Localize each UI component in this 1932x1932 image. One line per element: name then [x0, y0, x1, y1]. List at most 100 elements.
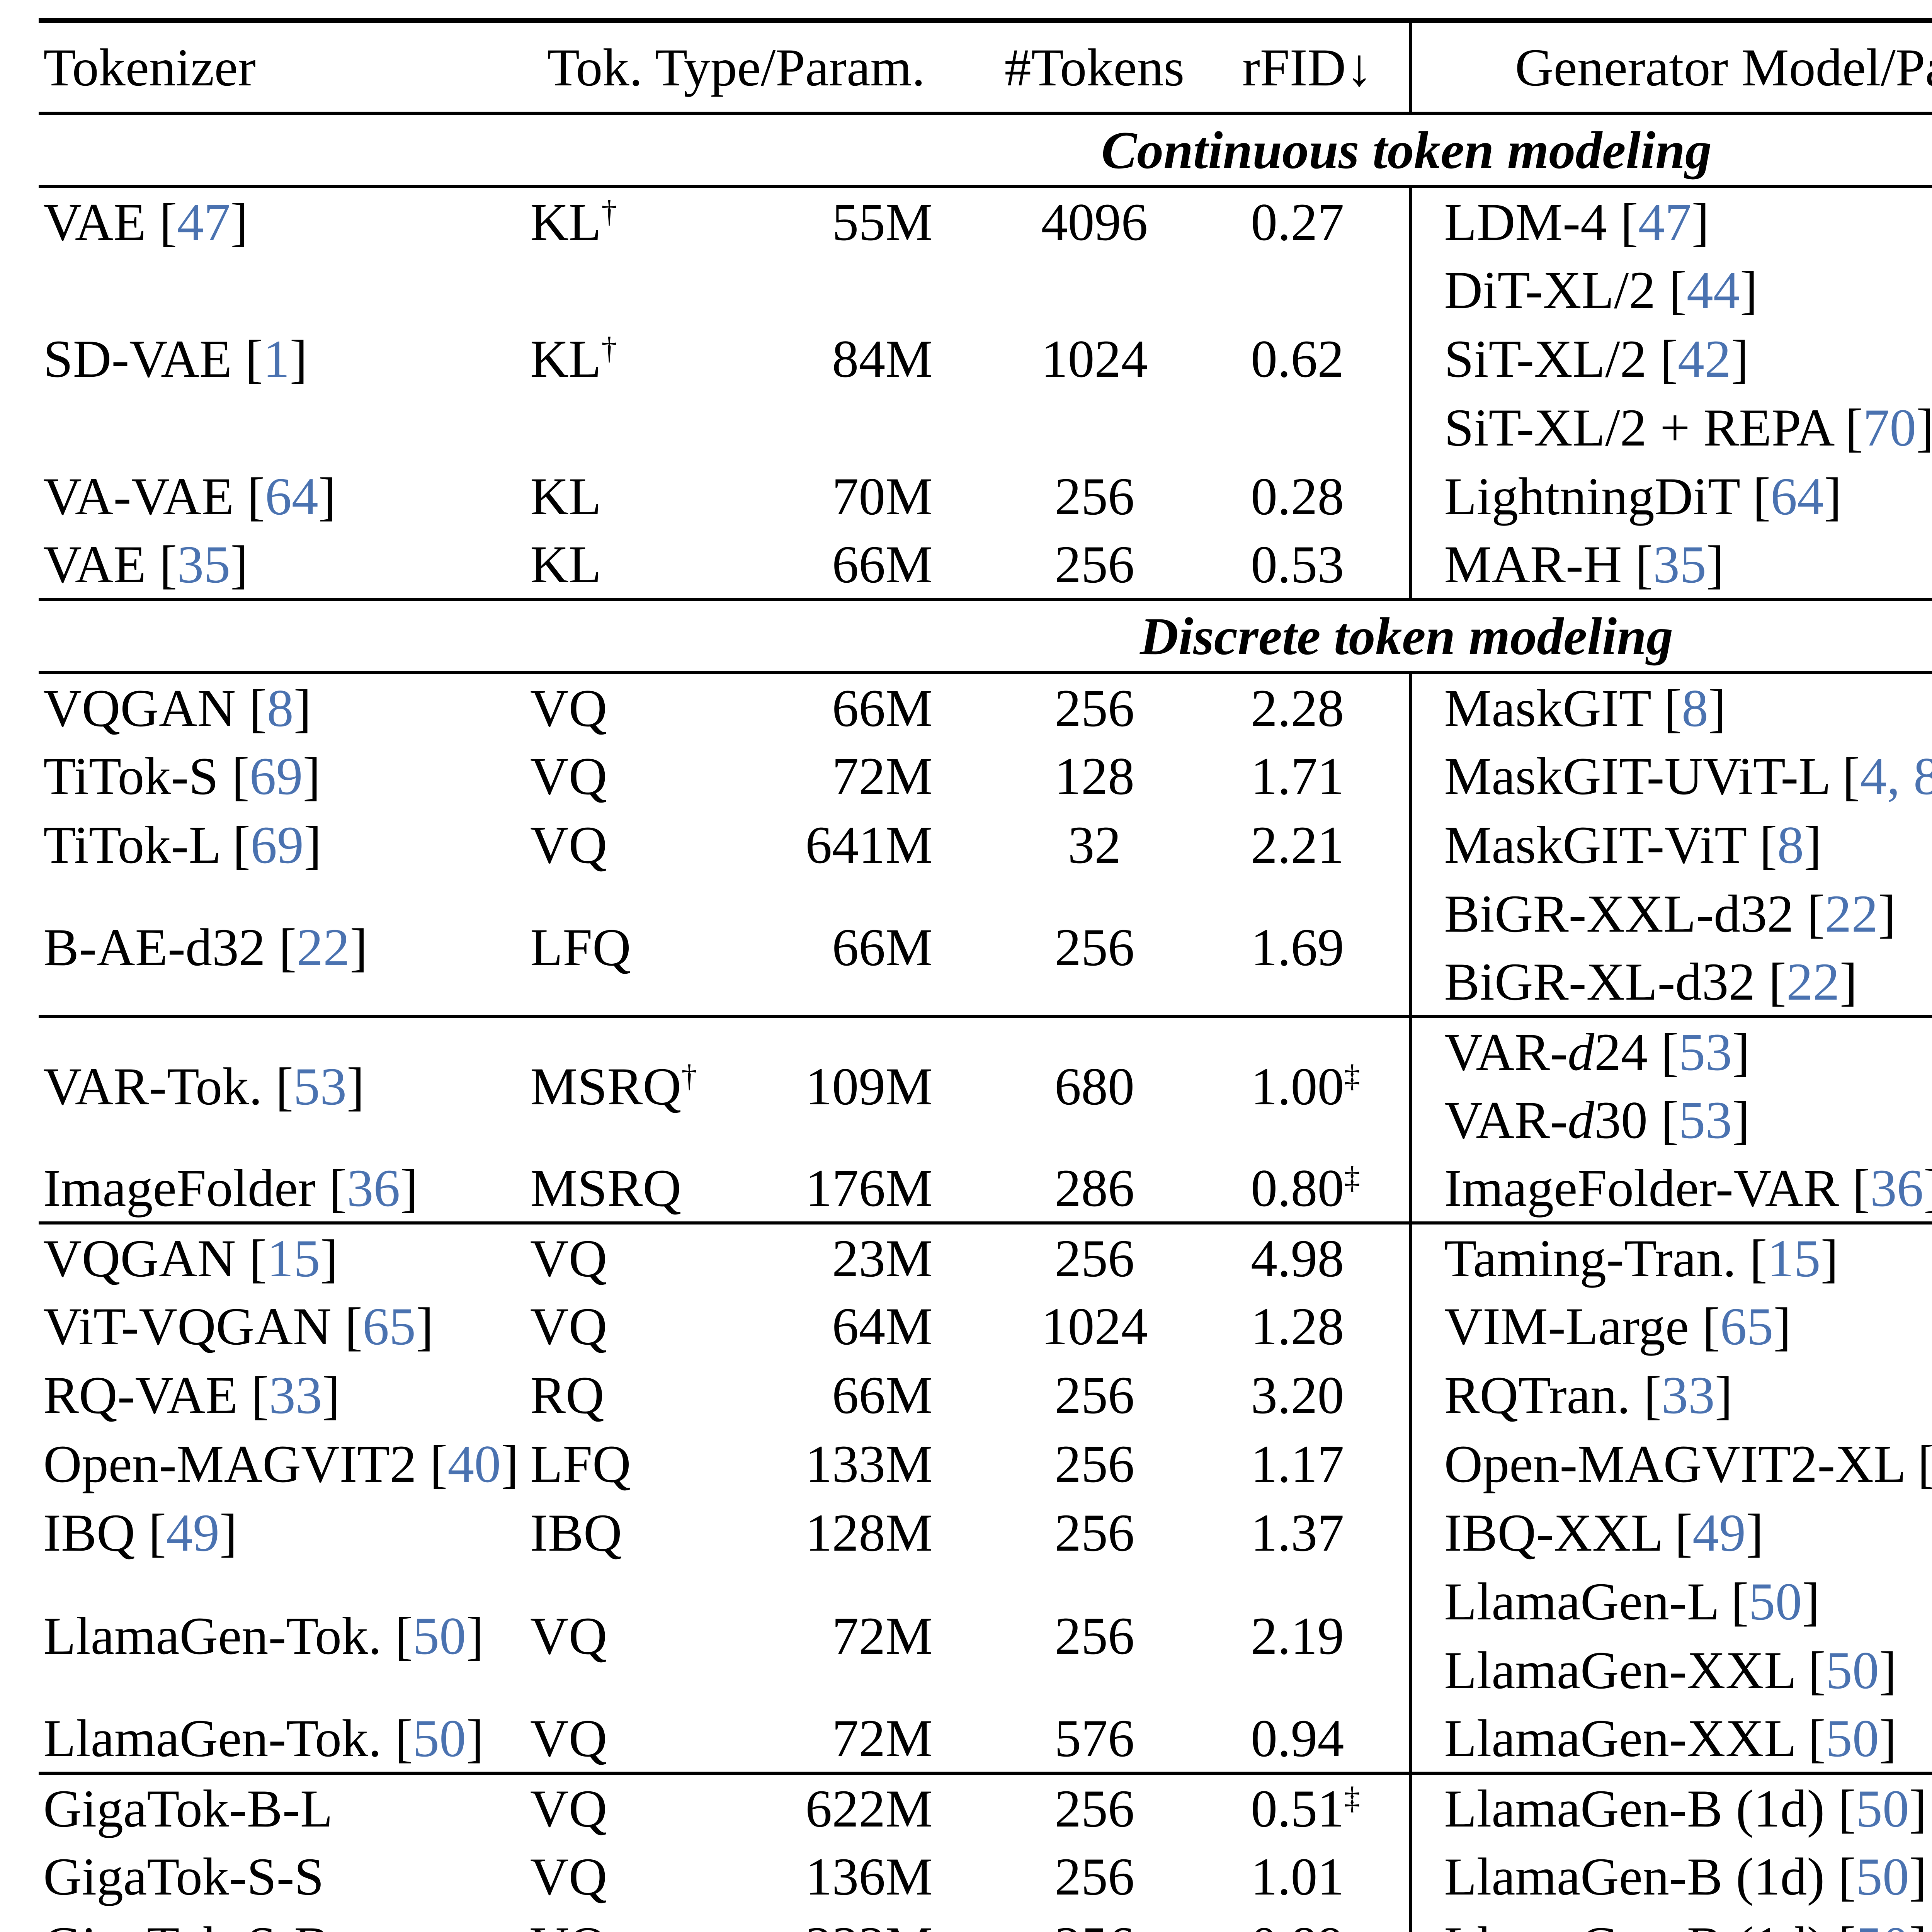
- generator-name: MAR-H [35]: [1409, 531, 1932, 599]
- tokenizer-num-tokens: 256: [1054, 1434, 1134, 1493]
- citation-link[interactable]: 50: [1748, 1571, 1802, 1631]
- tokenizer-params: 641M: [805, 815, 933, 874]
- citation-link[interactable]: 1: [263, 329, 290, 388]
- generator-name: LlamaGen-XXL [50]: [1409, 1704, 1932, 1773]
- citation-link[interactable]: 15: [267, 1228, 320, 1288]
- citation-link[interactable]: 70: [1863, 398, 1917, 457]
- col-header-rfid: rFID↓: [1242, 38, 1373, 97]
- generator-name: BiGR-XL-d32 [22]: [1409, 948, 1932, 1017]
- tokenizer-name: RQ-VAE [33]: [43, 1365, 340, 1425]
- citation-link[interactable]: 36: [1870, 1158, 1923, 1218]
- citation-link[interactable]: 42: [1677, 329, 1731, 388]
- tokenizer-type: KL: [530, 534, 601, 594]
- tokenizer-rfid: 1.37: [1251, 1503, 1344, 1562]
- citation-link[interactable]: 47: [1638, 192, 1692, 252]
- citation-link[interactable]: 8: [1682, 678, 1709, 738]
- citation-link[interactable]: 49: [166, 1503, 220, 1562]
- generator-name: LlamaGen-B (1d) [50]: [1409, 1911, 1932, 1932]
- tokenizer-rfid: 3.20: [1251, 1365, 1344, 1425]
- citation-link[interactable]: 50: [412, 1606, 466, 1665]
- tokenizer-params: 136M: [805, 1847, 933, 1906]
- generator-name: MaskGIT [8]: [1409, 673, 1932, 742]
- tokenizer-num-tokens: 128: [1054, 746, 1134, 806]
- tokenizer-name: ImageFolder [36]: [43, 1158, 418, 1218]
- citation-link[interactable]: 22: [296, 917, 350, 977]
- generator-name: MaskGIT-UViT-L [4, 8]: [1409, 742, 1932, 810]
- section-title: Discrete token modeling: [1140, 606, 1673, 666]
- col-header-tok-type-param: Tok. Type/Param.: [547, 38, 925, 97]
- tokenizer-rfid: 4.98: [1251, 1228, 1344, 1288]
- table-block: VAR-Tok. [53] MSRQ† 109M 680 1.00‡ VAR-d24 [5…: [39, 1017, 1932, 1223]
- tokenizer-rfid: 1.17: [1251, 1434, 1344, 1493]
- tokenizer-name: TiTok-L [69]: [43, 815, 322, 874]
- citation-link[interactable]: 33: [269, 1365, 322, 1425]
- table-row: ViT-VQGAN [65] VQ 64M 1024 1.28 VIM-Large [65…: [39, 1292, 1932, 1361]
- generator-name: LDM-4 [47]: [1409, 187, 1932, 255]
- tokenizer-rfid: 1.69: [1251, 917, 1344, 977]
- tokenizer-name: ViT-VQGAN [65]: [43, 1296, 434, 1356]
- citation-link[interactable]: 33: [1661, 1365, 1715, 1425]
- tokenizer-num-tokens: 256: [1054, 466, 1134, 526]
- citation-link[interactable]: 47: [177, 192, 231, 252]
- tokenizer-type: VQ: [530, 1228, 607, 1288]
- tokenizer-rfid: 0.53: [1251, 534, 1344, 594]
- citation-link[interactable]: 53: [293, 1056, 347, 1116]
- citation-link[interactable]: 8: [267, 678, 294, 738]
- table-row: GigaTok-S-BVQ232M2560.89LlamaGen-B (1d) …: [39, 1911, 1932, 1932]
- tokenizer-type: RQ: [530, 1365, 604, 1425]
- col-header-num-tokens: #Tokens: [1004, 38, 1185, 97]
- table-row: DiT-XL/2 [44]675MDiff.2.27-: [39, 255, 1932, 324]
- citation-link[interactable]: 50: [1856, 1916, 1909, 1932]
- tokenizer-params: 84M: [832, 329, 933, 388]
- tokenizer-type: MSRQ: [530, 1158, 682, 1218]
- tokenizer-rfid: 1.71: [1251, 746, 1344, 806]
- tokenizer-name: TiTok-S [69]: [43, 746, 321, 806]
- table-row: TiTok-S [69] VQ 72M 128 1.71 MaskGIT-UViT-L […: [39, 742, 1932, 810]
- citation-link[interactable]: 4, 8: [1860, 746, 1932, 806]
- tokenizer-rfid: 2.21: [1251, 815, 1344, 874]
- table-row: GigaTok-S-S VQ 136M 256 1.01 LlamaGen-B (1d) …: [39, 1842, 1932, 1911]
- tokenizer-name: Open-MAGVIT2 [40]: [43, 1434, 519, 1493]
- citation-link[interactable]: 49: [1692, 1503, 1746, 1562]
- citation-link[interactable]: 40: [447, 1434, 501, 1493]
- citation-link[interactable]: 53: [1679, 1022, 1732, 1082]
- generator-name: VAR-d24 [53]: [1409, 1017, 1932, 1085]
- citation-link[interactable]: 44: [1686, 260, 1740, 320]
- citation-link[interactable]: 8: [1777, 815, 1804, 874]
- tokenizer-type: KL†: [530, 329, 617, 388]
- citation-link[interactable]: 50: [1825, 1640, 1879, 1700]
- citation-link[interactable]: 69: [249, 746, 303, 806]
- citation-link[interactable]: 15: [1767, 1228, 1821, 1288]
- tokenizer-name: LlamaGen-Tok. [50]: [43, 1606, 484, 1665]
- tokenizer-name: VAE [47]: [43, 192, 248, 252]
- tokenizer-type: VQ: [530, 1779, 607, 1838]
- tokenizer-name: B-AE-d32 [22]: [43, 917, 368, 977]
- citation-link[interactable]: 35: [177, 534, 231, 594]
- generator-name: LlamaGen-B (1d) [50]: [1409, 1842, 1932, 1911]
- tokenizer-name: GigaTok-S-B: [39, 1911, 526, 1932]
- citation-link[interactable]: 65: [362, 1296, 416, 1356]
- tokenizer-rfid: 0.80‡: [1251, 1158, 1360, 1218]
- tokenizer-params: 72M: [832, 746, 933, 806]
- citation-link[interactable]: 50: [1855, 1779, 1909, 1838]
- citation-link[interactable]: 65: [1720, 1296, 1774, 1356]
- citation-link[interactable]: 64: [265, 466, 318, 526]
- citation-link[interactable]: 36: [347, 1158, 400, 1218]
- citation-link[interactable]: 53: [1679, 1090, 1732, 1150]
- paper-table-page: { "page": { "background": "#ffffff", "te…: [0, 18, 1932, 1932]
- citation-link[interactable]: 22: [1786, 952, 1840, 1011]
- tokenizer-rfid: 0.89: [1242, 1911, 1410, 1932]
- citation-link[interactable]: 50: [412, 1708, 466, 1768]
- citation-link[interactable]: 35: [1653, 534, 1706, 594]
- header-row: Tokenizer Tok. Type/Param. #Tokens rFID↓…: [39, 20, 1932, 113]
- tokenizer-type: VQ: [530, 815, 607, 874]
- citation-link[interactable]: 69: [250, 815, 304, 874]
- generator-name: MaskGIT-ViT [8]: [1409, 810, 1932, 879]
- citation-link[interactable]: 50: [1855, 1847, 1909, 1906]
- tokenizer-params: 232M: [726, 1911, 947, 1932]
- citation-link[interactable]: 64: [1770, 466, 1824, 526]
- tokenizer-num-tokens: 256: [1054, 1847, 1134, 1906]
- citation-link[interactable]: 50: [1825, 1708, 1879, 1768]
- citation-link[interactable]: 22: [1825, 884, 1878, 943]
